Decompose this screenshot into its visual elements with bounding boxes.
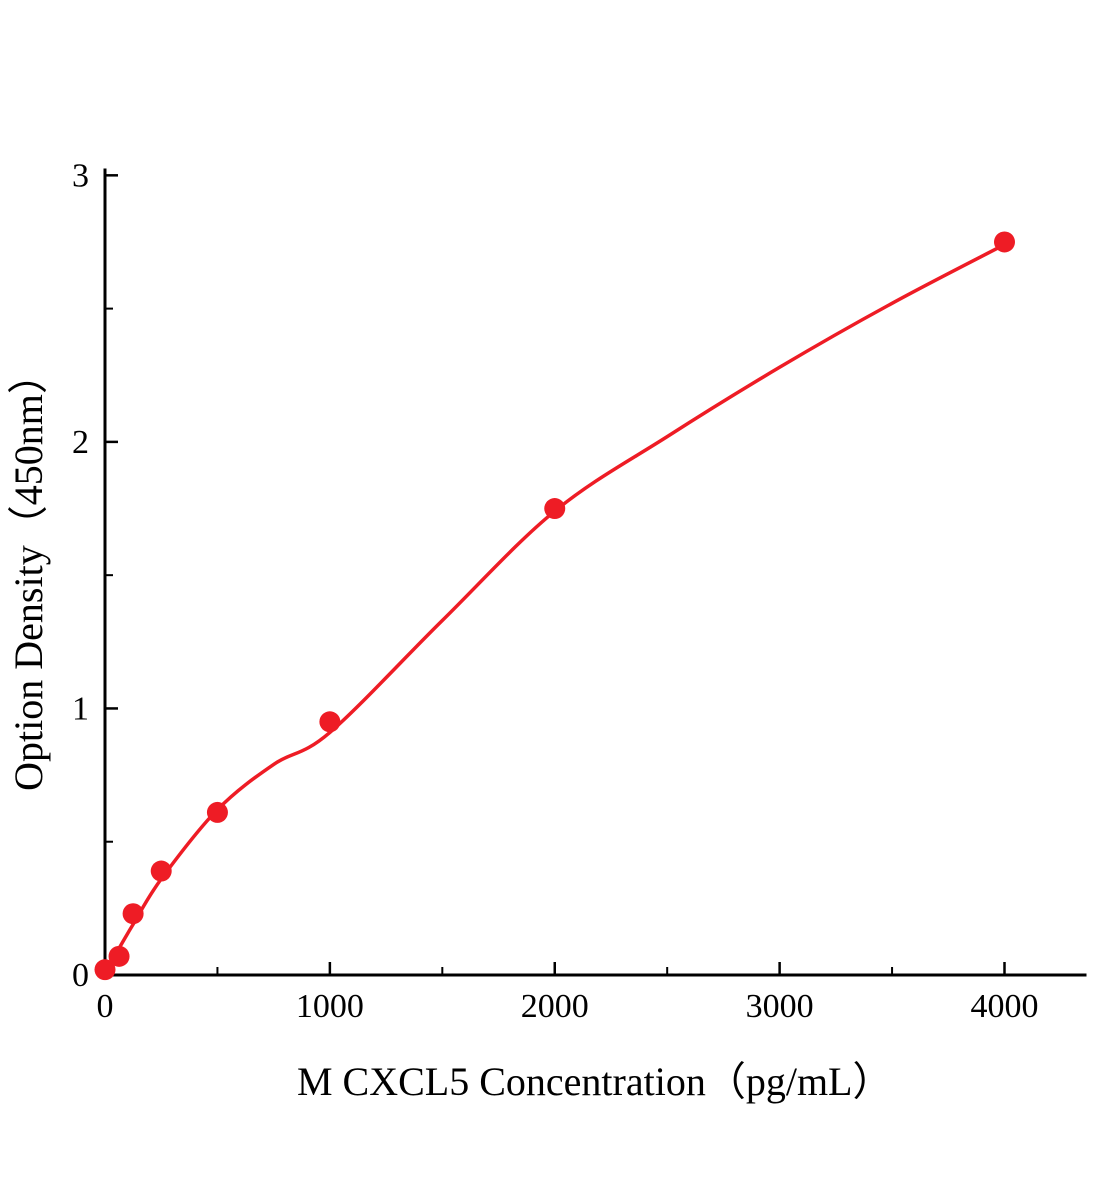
data-point — [993, 231, 1015, 253]
data-point — [544, 498, 566, 520]
y-tick-label: 3 — [72, 157, 89, 194]
fit-curve — [103, 242, 1007, 975]
data-point — [319, 711, 341, 733]
y-tick-label: 2 — [72, 424, 89, 461]
x-tick-label: 0 — [97, 988, 114, 1025]
data-point — [150, 860, 172, 882]
x-axis-title: M CXCL5 Concentration（pg/mL） — [297, 1059, 893, 1104]
data-point — [122, 903, 144, 925]
data-point — [206, 801, 228, 823]
x-tick-label: 2000 — [521, 988, 589, 1025]
x-tick-label: 4000 — [970, 988, 1038, 1025]
y-axis-title: Option Density（450nm） — [6, 354, 51, 791]
x-tick-label: 3000 — [746, 988, 814, 1025]
y-tick-label: 1 — [72, 690, 89, 727]
x-tick-label: 1000 — [296, 988, 364, 1025]
data-point — [108, 945, 130, 967]
data-point — [94, 959, 116, 981]
y-tick-label: 0 — [72, 957, 89, 994]
